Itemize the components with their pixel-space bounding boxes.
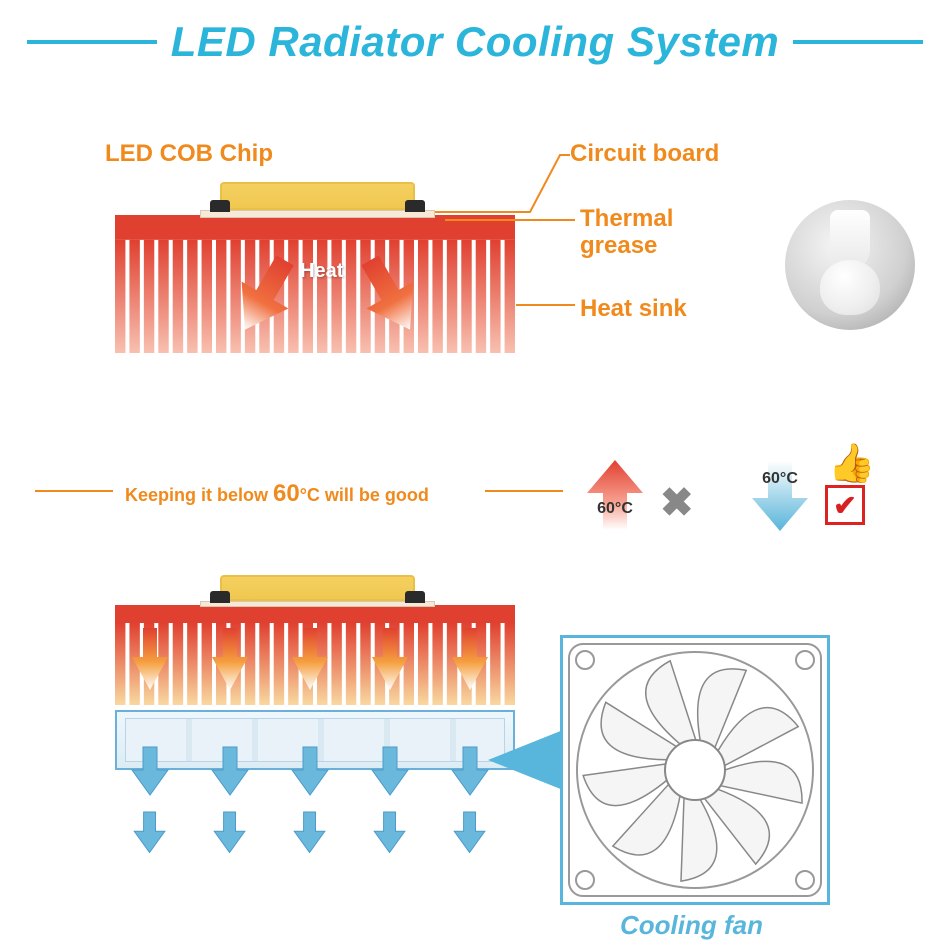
- heatsink-top-diagram: [115, 215, 515, 353]
- temp-line-right: [485, 490, 563, 492]
- cob-chip: [220, 182, 415, 210]
- checkmark-box: ✔: [825, 485, 865, 525]
- label-thermal-grease-1: Thermal: [580, 205, 673, 233]
- cool-arrow-icon: [447, 745, 493, 800]
- cool-arrow-icon: [207, 745, 253, 800]
- heat-arrow-icon: [287, 625, 333, 695]
- title-line-left: [27, 40, 157, 44]
- cool-arrow-icon: [290, 810, 329, 857]
- screw-icon: [210, 200, 230, 212]
- grease-blob-icon: [820, 260, 880, 315]
- heat-arrow-icon: [207, 625, 253, 695]
- thumbs-up-icon: 👍: [828, 442, 875, 486]
- cool-arrow-icon: [287, 745, 333, 800]
- cob-chip: [220, 575, 415, 601]
- cool-arrow-icon: [130, 810, 169, 857]
- title-bar: LED Radiator Cooling System: [0, 18, 950, 66]
- section-heatsink-only: LED COB Chip Heat Circuit board Thermal …: [0, 140, 950, 420]
- temp-line-left: [35, 490, 113, 492]
- cross-icon: ✖: [660, 480, 694, 526]
- screw-icon: [405, 591, 425, 603]
- circuit-board-strip: [200, 601, 435, 607]
- cool-arrow-icon: [450, 810, 489, 857]
- svg-text:60°C: 60°C: [762, 470, 798, 487]
- thermal-grease-photo: [785, 200, 915, 330]
- temp-down-arrow-icon: 60°C: [740, 458, 820, 533]
- circuit-board-strip: [200, 210, 435, 218]
- heat-arrow-icon: [367, 625, 413, 695]
- callout-triangle: [488, 730, 563, 790]
- label-thermal-grease-2: grease: [580, 232, 657, 260]
- label-heat-sink: Heat sink: [580, 295, 687, 323]
- temp-guideline-text: Keeping it below 60°C will be good: [125, 480, 429, 508]
- label-circuit-board: Circuit board: [570, 140, 719, 168]
- cooling-fan-icon: [563, 638, 827, 902]
- cool-arrow-icon: [370, 810, 409, 857]
- svg-text:60°C: 60°C: [597, 500, 633, 517]
- temp-up-arrow-icon: 60°C: [575, 458, 655, 533]
- heat-arrow-icon: [447, 625, 493, 695]
- fan-callout-box: [560, 635, 830, 905]
- temperature-guideline: Keeping it below 60°C will be good 60°C …: [0, 450, 950, 540]
- label-cob-chip: LED COB Chip: [105, 140, 273, 168]
- heat-arrow-icon: [127, 625, 173, 695]
- cool-arrow-icon: [367, 745, 413, 800]
- screw-icon: [210, 591, 230, 603]
- screw-icon: [405, 200, 425, 212]
- label-cooling-fan: Cooling fan: [620, 910, 763, 941]
- page-title: LED Radiator Cooling System: [157, 18, 794, 66]
- checkmark-icon: ✔: [833, 489, 856, 522]
- title-line-right: [793, 40, 923, 44]
- section-heatsink-fan: Cooling fan: [0, 565, 950, 945]
- cool-arrow-icon: [127, 745, 173, 800]
- cool-arrow-icon: [210, 810, 249, 857]
